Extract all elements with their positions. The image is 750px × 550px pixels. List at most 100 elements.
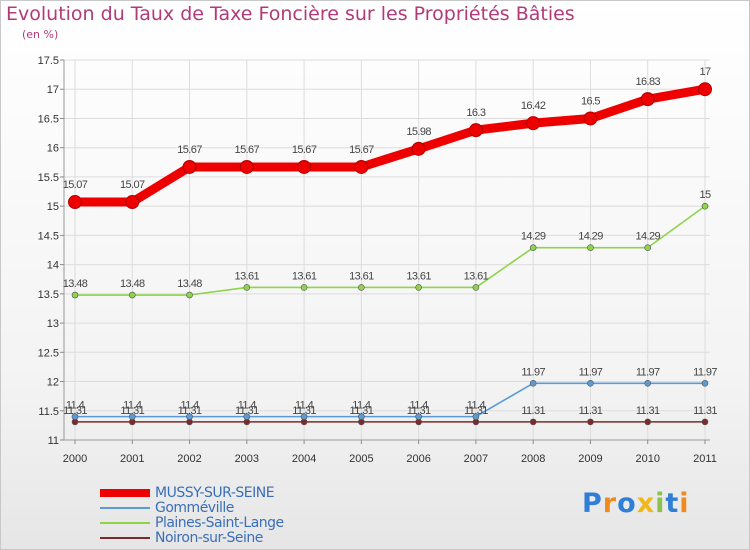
y-tick-label: 13 <box>47 318 59 330</box>
x-tick-label: 2009 <box>578 453 602 465</box>
data-label: 15.67 <box>177 144 202 156</box>
x-tick-label: 2004 <box>292 453 316 465</box>
tick-labels: 11 11.5 12 12.5 13 13.5 14 14.5 15 15.5 16 16.5 17 17… <box>38 55 717 465</box>
data-point <box>644 244 652 251</box>
data-label: 11.31 <box>636 405 660 417</box>
data-label: 11.4 <box>180 400 199 412</box>
y-tick-label: 17 <box>47 84 59 96</box>
data-label: 11.4 <box>123 400 142 412</box>
y-tick-label: 13.5 <box>38 289 59 301</box>
data-point <box>701 379 709 387</box>
data-point <box>583 111 598 126</box>
legend-swatch-3 <box>100 536 150 539</box>
series-line-1 <box>74 382 706 418</box>
legend-label: Plaines-Saint-Lange <box>155 514 284 531</box>
data-label: 15 <box>699 189 711 201</box>
data-point <box>300 284 308 291</box>
data-label: 11.31 <box>579 405 603 417</box>
data-point <box>186 413 193 420</box>
data-point <box>644 418 652 426</box>
data-label: 13.61 <box>349 270 374 282</box>
data-point <box>587 244 594 251</box>
data-point <box>529 379 537 387</box>
y-tick-label: 15.5 <box>38 172 59 184</box>
data-point <box>358 284 365 291</box>
data-label: 11.31 <box>63 405 87 417</box>
data-label: 11.4 <box>467 400 486 412</box>
data-label: 11.4 <box>238 400 257 412</box>
data-label: 13.61 <box>292 270 317 282</box>
x-tick-label: 2005 <box>349 453 373 465</box>
legend-item: Noiron-sur-Seine <box>100 529 284 546</box>
data-point <box>243 284 251 291</box>
data-label: 16.42 <box>521 100 546 112</box>
x-tick-label: 2008 <box>521 453 545 465</box>
data-point <box>128 413 136 420</box>
x-tick-label: 2000 <box>63 453 87 465</box>
logo-letter: t <box>665 488 680 519</box>
data-point <box>182 159 197 174</box>
data-point <box>415 284 422 291</box>
data-label: 11.31 <box>350 405 374 417</box>
x-tick-label: 2010 <box>635 453 659 465</box>
legend-item: MUSSY-SUR-SEINE <box>100 484 284 501</box>
data-label: 14.29 <box>521 231 546 243</box>
legend-label: Gomméville <box>155 499 234 516</box>
data-point <box>68 195 82 210</box>
data-point <box>71 291 79 299</box>
data-point <box>186 291 193 299</box>
data-label: 15.67 <box>349 144 374 156</box>
x-tick-label: 2001 <box>120 453 144 465</box>
legend-swatch-0 <box>100 488 150 497</box>
data-label: 15.07 <box>120 179 145 191</box>
data-label: 11.31 <box>693 405 717 417</box>
y-tick-label: 12 <box>47 377 59 389</box>
data-label: 13.61 <box>406 270 431 282</box>
data-point <box>358 413 365 420</box>
proxiti-logo: Proxiti <box>582 488 690 519</box>
data-label: 11.4 <box>66 400 85 412</box>
data-label: 16.5 <box>581 95 600 107</box>
chart-title: Evolution du Taux de Taxe Foncière sur l… <box>6 3 575 25</box>
data-point <box>468 123 483 138</box>
data-label: 11.97 <box>693 366 717 378</box>
data-label: 11.97 <box>521 366 545 378</box>
data-point <box>526 116 541 131</box>
y-tick-label: 16 <box>47 143 59 155</box>
data-label: 14.29 <box>578 231 603 243</box>
data-point <box>415 413 422 420</box>
data-point <box>587 418 594 426</box>
data-label: 16.83 <box>635 76 660 88</box>
data-point <box>411 141 426 156</box>
logo-letter: i <box>679 488 690 519</box>
data-label: 11.4 <box>410 400 429 412</box>
data-point <box>354 159 369 174</box>
data-label: 11.31 <box>120 405 144 417</box>
data-label: 11.31 <box>292 405 316 417</box>
data-point <box>529 418 537 426</box>
data-label: 11.4 <box>352 400 371 412</box>
data-point <box>698 82 712 97</box>
data-point <box>300 413 308 420</box>
x-tick-label: 2007 <box>464 453 488 465</box>
data-label: 11.31 <box>235 405 259 417</box>
data-labels: 11.31 11.31 11.31 11.31 11.31 11.31 11.31 11.31… <box>63 66 718 417</box>
legend-item: Plaines-Saint-Lange <box>100 514 284 531</box>
data-label: 11.31 <box>407 405 431 417</box>
data-label: 11.31 <box>464 405 488 417</box>
data-label: 11.97 <box>636 366 660 378</box>
legend-label: MUSSY-SUR-SEINE <box>155 484 275 501</box>
logo-letter: P <box>582 488 603 519</box>
data-point <box>472 413 480 420</box>
data-point <box>125 195 140 210</box>
data-point <box>701 202 709 210</box>
logo-letter: r <box>602 488 618 519</box>
y-tick-label: 15 <box>47 201 59 213</box>
data-label: 14.29 <box>635 231 660 243</box>
data-point <box>128 291 136 299</box>
series-lines <box>68 82 712 426</box>
legend-label: Noiron-sur-Seine <box>155 529 263 546</box>
y-tick-label: 16.5 <box>38 113 59 125</box>
data-label: 13.48 <box>177 278 202 290</box>
